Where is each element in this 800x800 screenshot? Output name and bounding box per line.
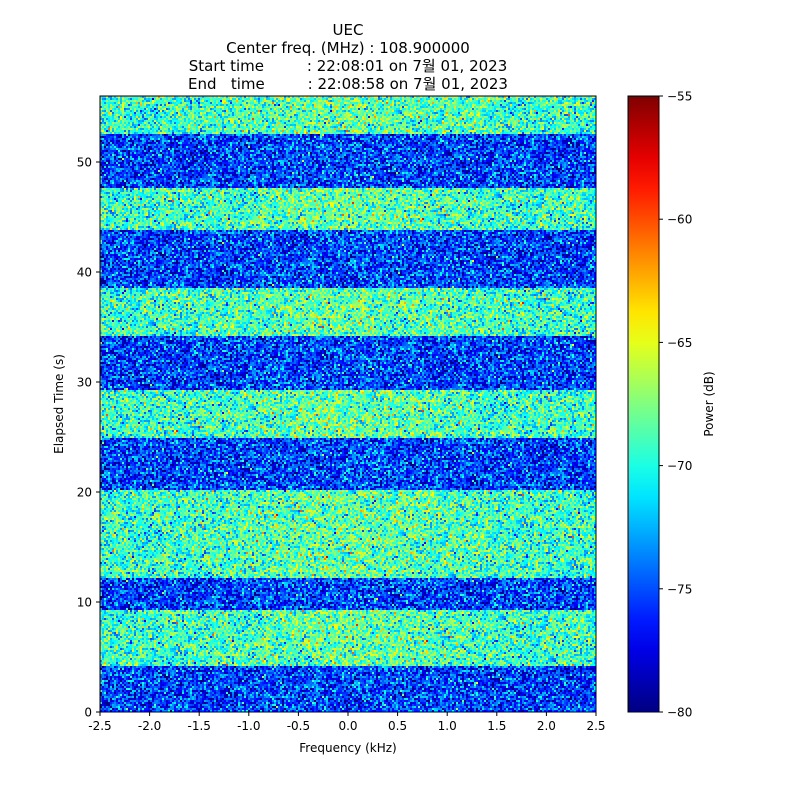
x-tick-label: 2.5 bbox=[586, 719, 605, 733]
colorbar-gradient bbox=[627, 95, 660, 713]
y-tick-label: 10 bbox=[77, 596, 92, 610]
x-tick-label: 1.5 bbox=[487, 719, 506, 733]
y-tick-label: 50 bbox=[77, 156, 92, 170]
x-tick-label: -0.5 bbox=[287, 719, 310, 733]
x-tick-label: -2.5 bbox=[88, 719, 111, 733]
y-tick-label: 40 bbox=[77, 266, 92, 280]
colorbar-tick-label: −70 bbox=[667, 459, 692, 473]
colorbar-tick-label: −55 bbox=[667, 90, 692, 104]
y-tick-label: 30 bbox=[77, 376, 92, 390]
x-axis: -2.5 -2.0 -1.5 -1.0 -0.5 0.0 0.5 1.0 1.5 2.0 2.5 bbox=[88, 712, 606, 733]
x-tick-label: 1.0 bbox=[438, 719, 457, 733]
title-line-1: UEC bbox=[333, 21, 364, 39]
x-tick-label: -2.0 bbox=[138, 719, 161, 733]
y-axis: 0 10 20 30 40 50 bbox=[77, 156, 100, 720]
x-tick-label: 2.0 bbox=[537, 719, 556, 733]
x-tick-label: 0.0 bbox=[338, 719, 357, 733]
y-tick-label: 20 bbox=[77, 486, 92, 500]
title-line-2: Center freq. (MHz) : 108.900000 bbox=[226, 39, 470, 57]
colorbar: −55 −60 −65 −70 −75 −80 Power (dB) bbox=[627, 90, 716, 720]
y-tick-label: 0 bbox=[84, 706, 92, 720]
x-tick-label: -1.0 bbox=[237, 719, 260, 733]
colorbar-tick-label: −75 bbox=[667, 582, 692, 596]
title-line-3: Start time : 22:08:01 on 7월 01, 2023 bbox=[189, 57, 508, 75]
title-line-4: End time : 22:08:58 on 7월 01, 2023 bbox=[188, 75, 508, 93]
spectrogram-plot bbox=[99, 95, 597, 713]
spectrogram-heatmap bbox=[100, 96, 596, 712]
colorbar-ticks: −55 −60 −65 −70 −75 −80 bbox=[659, 90, 692, 720]
colorbar-tick-label: −80 bbox=[667, 706, 692, 720]
colorbar-tick-label: −60 bbox=[667, 213, 692, 227]
colorbar-label: Power (dB) bbox=[702, 371, 716, 436]
colorbar-tick-label: −65 bbox=[667, 336, 692, 350]
x-axis-label: Frequency (kHz) bbox=[299, 741, 396, 755]
x-tick-label: -1.5 bbox=[187, 719, 210, 733]
x-tick-label: 0.5 bbox=[388, 719, 407, 733]
y-axis-label: Elapsed Time (s) bbox=[52, 354, 66, 454]
